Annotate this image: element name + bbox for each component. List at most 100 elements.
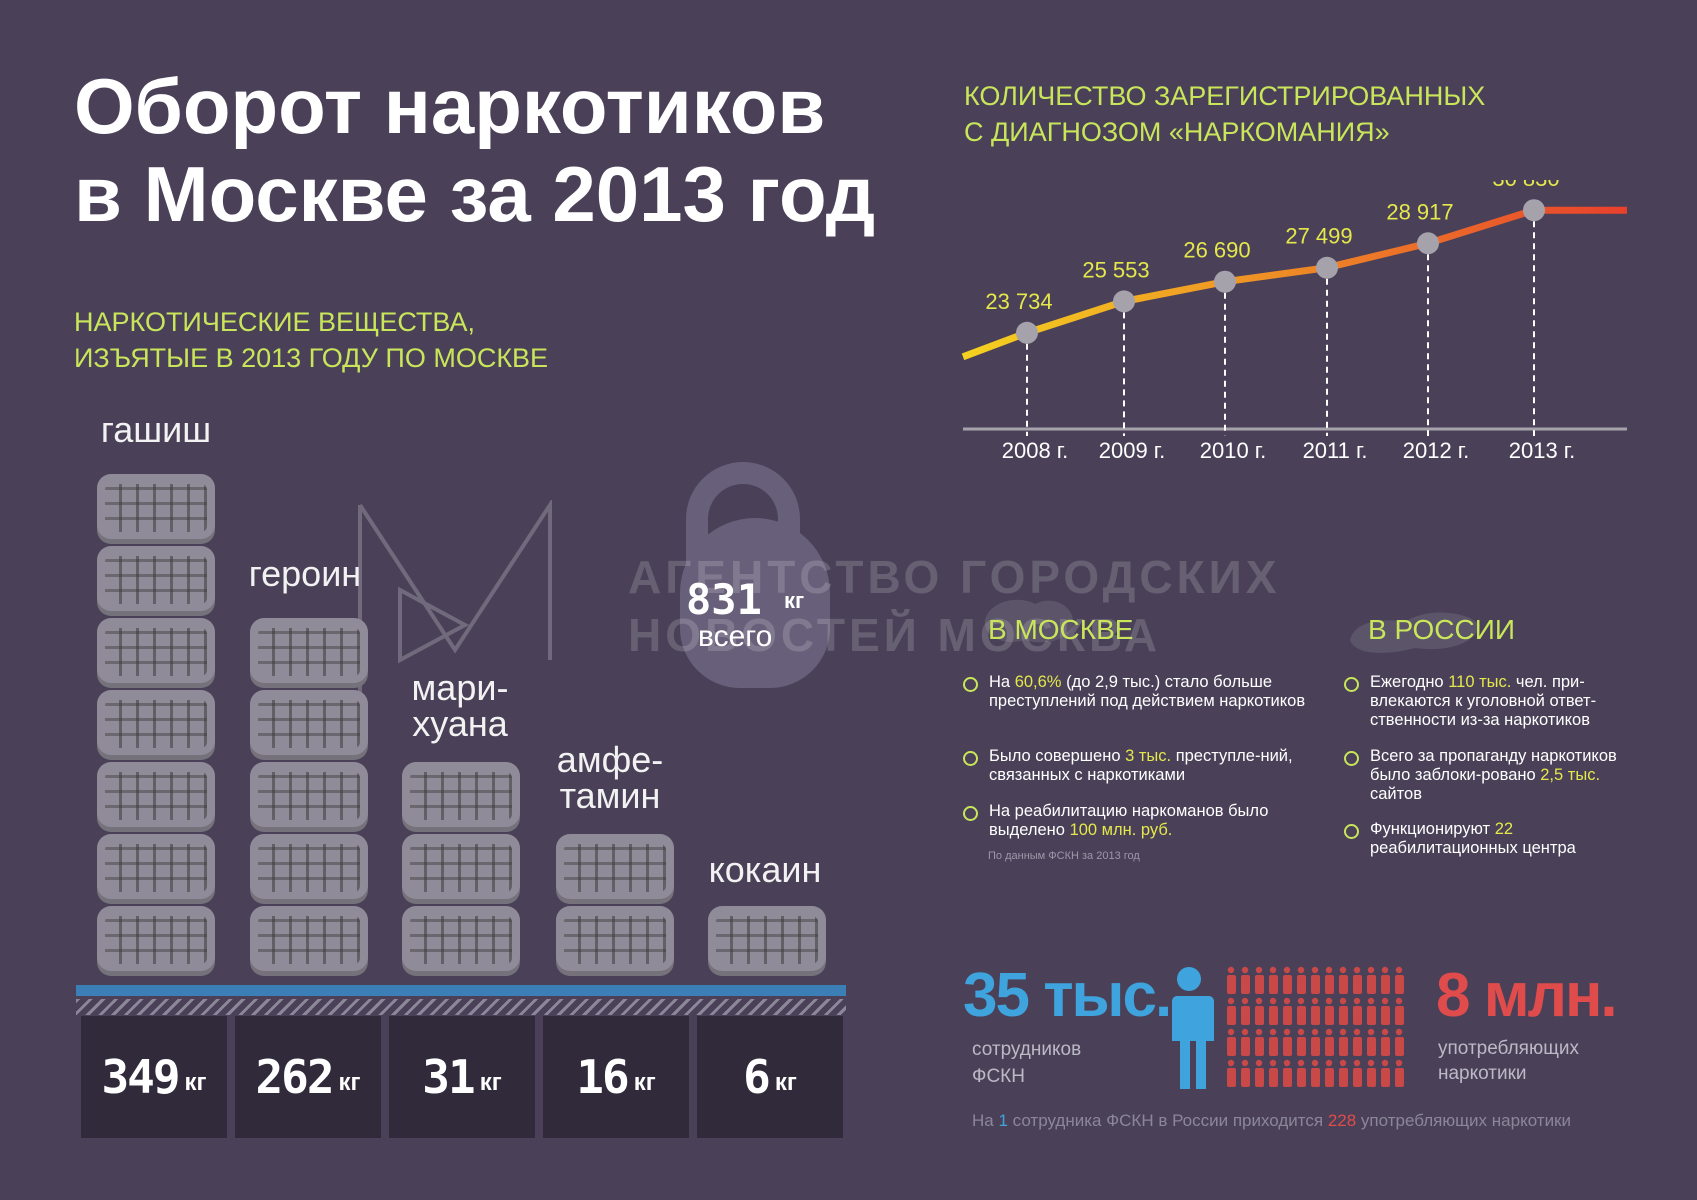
person-icon — [1395, 966, 1404, 994]
chart-point — [1523, 199, 1545, 222]
bag-marijuana — [402, 762, 520, 832]
chart-point — [1113, 290, 1135, 313]
label-hashish: гашиш — [100, 409, 212, 450]
watermark-line-2: НОВОСТЕЙ МОСКВА — [628, 609, 1162, 661]
weight-value: 349 — [101, 1050, 180, 1104]
russia-bullet-3: Функционируют 22 реабилитационных центра — [1344, 820, 1630, 858]
person-icon — [1227, 1059, 1236, 1087]
person-icon — [1283, 1028, 1292, 1056]
chart-value-label: 26 690 — [1183, 238, 1250, 263]
person-icon — [1241, 1028, 1250, 1056]
bag-hashish — [97, 474, 215, 544]
weight-box-amphetamine: 16 кг — [543, 1016, 689, 1138]
label-marijuana: мари- хуана — [411, 667, 509, 744]
bag-marijuana — [402, 834, 520, 904]
page-title: Оборот наркотиков в Москве за 2013 год — [74, 62, 875, 238]
chart-title: КОЛИЧЕСТВО ЗАРЕГИСТРИРОВАННЫХ С ДИАГНОЗО… — [964, 78, 1485, 150]
bag-hashish — [97, 546, 215, 616]
chart-title-line-2: С ДИАГНОЗОМ «НАРКОМАНИЯ» — [964, 117, 1390, 147]
person-icon — [1269, 1028, 1278, 1056]
ratio-footer: На 1 сотрудника ФСКН в России приходится… — [972, 1111, 1571, 1130]
person-icon — [1255, 966, 1264, 994]
staff-label: сотрудников ФСКН — [972, 1039, 1082, 1087]
total-weight: 831 — [686, 575, 762, 624]
staff-count: 35 тыс. — [963, 961, 1172, 1030]
title-line-2: в Москве за 2013 год — [74, 150, 876, 238]
person-icon — [1339, 997, 1348, 1025]
chart-tick-label: 2008 г. — [1002, 438, 1069, 463]
person-icon — [1241, 966, 1250, 994]
person-icon — [1325, 966, 1334, 994]
person-icon — [1353, 966, 1362, 994]
moscow-bullet-1: На 60,6% (до 2,9 тыс.) стало больше прес… — [963, 673, 1319, 711]
person-icon — [1241, 1059, 1250, 1087]
weight-unit: кг — [774, 1069, 797, 1096]
registered-addicts-chart: 23 734 2008 г. 25 553 2009 г. 26 690 2010 г. 2… — [961, 180, 1627, 463]
chart-value-label: 28 917 — [1386, 199, 1453, 224]
person-icon — [1311, 1028, 1320, 1056]
bag-hashish — [97, 618, 215, 688]
person-icon — [1241, 997, 1250, 1025]
weight-box-hashish: 349 кг — [81, 1016, 227, 1138]
person-icon — [1283, 966, 1292, 994]
person-icon — [1353, 1028, 1362, 1056]
chart-value-label: 25 553 — [1082, 257, 1149, 282]
person-icon — [1381, 997, 1390, 1025]
person-icon — [1269, 1059, 1278, 1087]
person-icon — [1311, 1059, 1320, 1087]
person-icon — [1255, 1059, 1264, 1087]
watermark-line-1: АГЕНТСТВО ГОРОДСКИХ — [628, 551, 1281, 603]
chart-tick-label: 2013 г. — [1509, 438, 1576, 463]
weight-unit: кг — [479, 1069, 502, 1096]
bag-hashish — [97, 906, 215, 976]
person-icon — [1381, 1028, 1390, 1056]
person-icon — [1353, 1059, 1362, 1087]
watermark-text: АГЕНТСТВО ГОРОДСКИХ НОВОСТЕЙ МОСКВА — [628, 548, 1280, 664]
bag-hashish — [97, 834, 215, 904]
person-icon — [1339, 966, 1348, 994]
person-icon — [1297, 997, 1306, 1025]
moscow-bullet-2: Было совершено 3 тыс. преступле-ний, свя… — [963, 747, 1319, 785]
title-line-1: Оборот наркотиков — [74, 62, 826, 150]
weight-value: 16 — [576, 1050, 629, 1104]
russia-bullet-1: Ежегодно 110 тыс. чел. при-влекаются к у… — [1344, 673, 1630, 730]
label-amphetamine: амфе- тамин — [556, 739, 664, 816]
person-icon — [1297, 1059, 1306, 1087]
chart-point — [1016, 321, 1038, 344]
person-icon — [1367, 966, 1376, 994]
person-icon — [1255, 1028, 1264, 1056]
users-count: 8 млн. — [1436, 961, 1618, 1030]
person-icon — [1283, 997, 1292, 1025]
person-icon — [1381, 1059, 1390, 1087]
person-icon — [1227, 997, 1236, 1025]
person-icon — [1395, 997, 1404, 1025]
person-icon — [1367, 1059, 1376, 1087]
chart-tick-label: 2011 г. — [1303, 438, 1368, 463]
total-weight-unit: кг — [784, 588, 805, 613]
russia-map-icon — [1350, 612, 1480, 653]
moscow-bullet-3: На реабилитацию наркоманов было выделено… — [963, 802, 1289, 840]
person-icon — [1339, 1028, 1348, 1056]
chart-value-label: 30 830 — [1492, 180, 1559, 191]
person-icon — [1325, 997, 1334, 1025]
weight-value: 31 — [422, 1050, 475, 1104]
person-icon — [1227, 966, 1236, 994]
bag-amphetamine — [556, 834, 674, 904]
chart-tick-label: 2009 г. — [1099, 438, 1166, 463]
person-icon — [1311, 997, 1320, 1025]
weight-box-marijuana: 31 кг — [389, 1016, 535, 1138]
source-note: По данным ФСКН за 2013 год — [988, 850, 1140, 862]
person-icon — [1339, 1059, 1348, 1087]
person-icon — [1269, 997, 1278, 1025]
chart-tick-label: 2012 г. — [1403, 438, 1470, 463]
users-people-grid-icon — [1227, 966, 1404, 1087]
seized-subtitle-line-1: НАРКОТИЧЕСКИЕ ВЕЩЕСТВА, — [74, 307, 476, 337]
person-icon — [1255, 997, 1264, 1025]
chart-point — [1417, 232, 1439, 255]
chart-title-line-1: КОЛИЧЕСТВО ЗАРЕГИСТРИРОВАННЫХ — [964, 81, 1486, 111]
chart-value-label: 27 499 — [1285, 224, 1352, 249]
person-icon — [1297, 966, 1306, 994]
chart-value-label: 23 734 — [985, 289, 1052, 314]
weight-unit: кг — [184, 1069, 207, 1096]
chart-series-line — [961, 206, 1627, 361]
